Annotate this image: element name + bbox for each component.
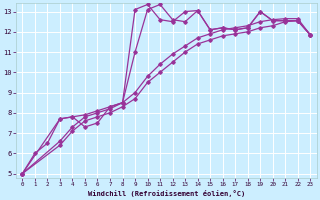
X-axis label: Windchill (Refroidissement éolien,°C): Windchill (Refroidissement éolien,°C): [88, 190, 245, 197]
